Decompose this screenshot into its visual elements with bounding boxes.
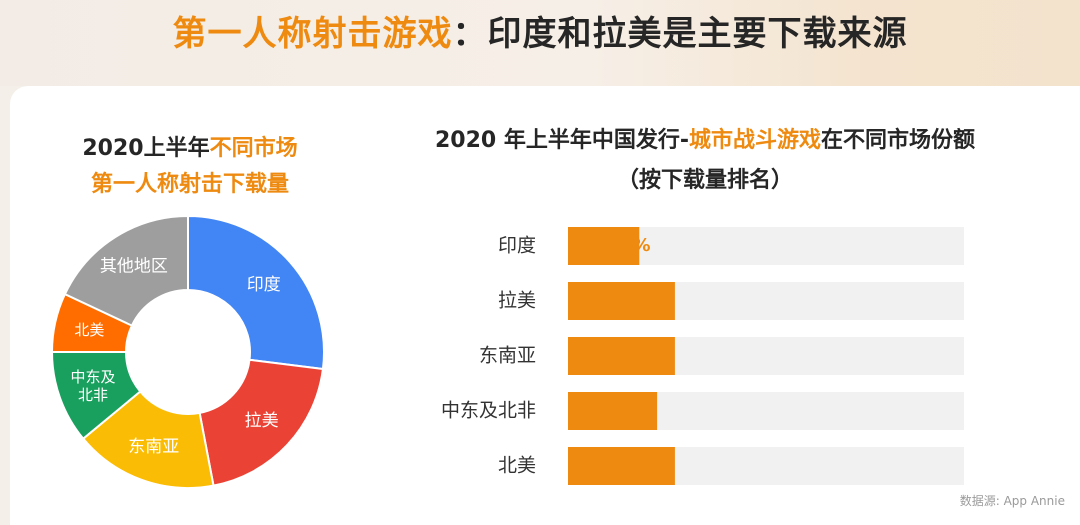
value-label-item-5: 6% — [620, 455, 651, 476]
category-label-item-4: 中东及北非 — [441, 400, 536, 422]
donut-slice-item-2 — [198, 358, 325, 487]
donut-label-item-4: 中东及北非 — [70, 368, 115, 404]
value-label-item-2: 6% — [620, 290, 651, 311]
bar-item-5 — [568, 447, 675, 485]
bar-item-3 — [568, 337, 675, 375]
donut-chart-title: 2020上半年不同市场 第一人称射击下载量 — [40, 131, 340, 203]
value-label-item-3: 6% — [620, 345, 651, 366]
donut-label-item-6: 其他地区 — [100, 257, 168, 277]
category-label-item-2: 拉美 — [498, 290, 536, 312]
bar-item-4 — [568, 392, 658, 430]
data-source: 数据源: App Annie — [959, 494, 1065, 508]
donut-label-item-3: 东南亚 — [128, 437, 179, 457]
category-label-item-1: 印度 — [498, 235, 536, 257]
category-label-item-5: 北美 — [498, 455, 536, 477]
donut-slice-item-6 — [63, 214, 189, 327]
header-banner — [0, 0, 1080, 86]
category-label-item-3: 东南亚 — [479, 345, 536, 367]
value-label-item-4: 5% — [620, 400, 651, 421]
value-label-item-1: 4% — [620, 235, 651, 256]
bar-title-prefix: 2020 年上半年中国发行- — [434, 128, 689, 153]
donut-label-item-5: 北美 — [74, 320, 104, 338]
donut-title-year: 2020上半年 — [82, 136, 210, 161]
bar-title-highlight: 城市战斗游戏 — [689, 128, 822, 153]
page-title-highlight: 第一人称射击游戏 — [172, 13, 453, 54]
donut-label-item-1: 印度 — [247, 275, 281, 295]
bar-chart-title: 2020 年上半年中国发行-城市战斗游戏在不同市场份额 （按下载量排名） — [370, 121, 1040, 201]
bar-chart: 印度 4% 拉美 6% 东南亚 6% 中东及北非 5% 北美 6% — [441, 227, 964, 485]
bar-title-line2: （按下载量排名） — [616, 168, 793, 193]
bar-item-2 — [568, 282, 675, 320]
page-title: 第一人称射击游戏 ：印度和拉美是主要下载来源 — [0, 0, 1080, 60]
donut-slice-item-1 — [187, 214, 325, 371]
page-title-rest: ：印度和拉美是主要下载来源 — [452, 13, 908, 54]
bar-item-1 — [568, 227, 640, 265]
donut-title-line2: 第一人称射击下载量 — [90, 172, 289, 197]
bar-title-suffix: 在不同市场份额 — [821, 128, 976, 153]
donut-label-item-2: 拉美 — [245, 411, 279, 431]
donut-title-highlight: 不同市场 — [209, 136, 298, 161]
